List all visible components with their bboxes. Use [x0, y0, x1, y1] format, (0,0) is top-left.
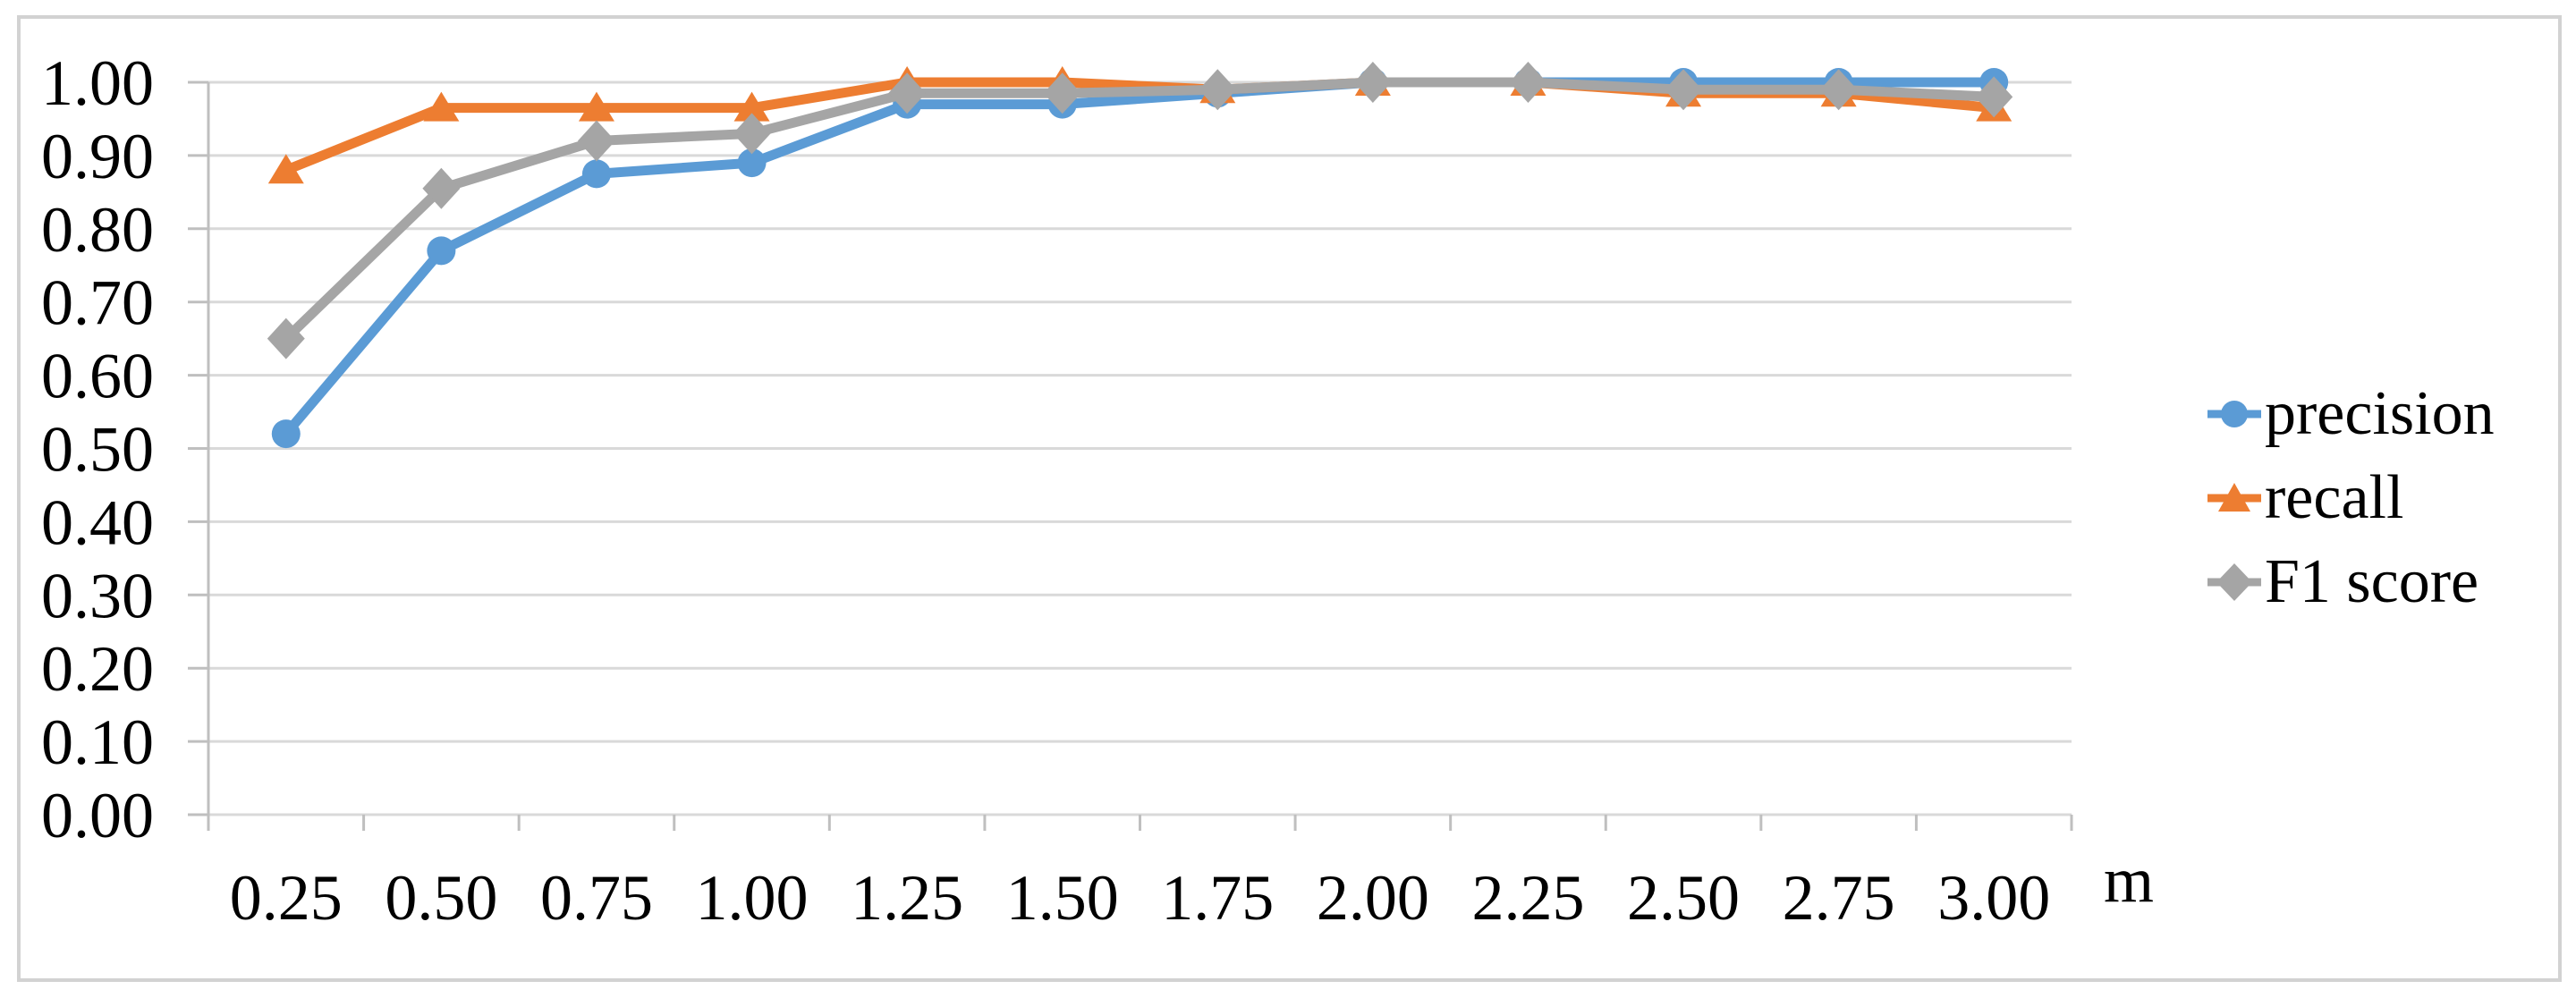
data-point-marker	[271, 419, 301, 449]
data-point-marker	[423, 91, 460, 122]
data-point-marker	[1665, 69, 1703, 111]
data-point-marker	[578, 91, 614, 122]
data-point-marker	[1509, 62, 1547, 103]
data-point-marker	[267, 317, 305, 359]
data-point-marker	[1199, 69, 1237, 111]
x-tick-label: 2.25	[1471, 862, 1584, 934]
x-tick-label: 1.00	[696, 862, 809, 934]
data-point-marker	[422, 167, 461, 209]
x-tick-label: 2.00	[1317, 862, 1429, 934]
y-tick-label: 0.20	[41, 633, 154, 705]
x-tick-label: 1.75	[1161, 862, 1274, 934]
f1-diamond-marker-icon	[2207, 563, 2261, 601]
legend-item-f1-score: F1 score	[2206, 540, 2495, 624]
precision-circle-marker-icon	[2207, 401, 2261, 427]
series-line	[281, 77, 1999, 344]
x-tick-label: 0.50	[385, 862, 497, 934]
y-tick-label: 0.70	[41, 267, 154, 339]
data-point-marker	[733, 91, 770, 122]
x-tick-label: 0.75	[540, 862, 653, 934]
x-tick-label: 2.50	[1627, 862, 1740, 934]
y-tick-label: 0.60	[41, 341, 154, 412]
axes	[188, 80, 2073, 831]
y-tick-label: 0.30	[41, 560, 154, 631]
data-series	[267, 62, 2013, 449]
x-axis-label: m	[2104, 844, 2154, 916]
axis-tick-labels: 0.000.100.200.300.400.500.600.700.800.90…	[41, 47, 2050, 934]
x-tick-label: 1.25	[851, 862, 963, 934]
data-point-marker	[1043, 72, 1081, 114]
data-point-marker	[888, 72, 927, 114]
x-tick-label: 3.00	[1937, 862, 2050, 934]
legend: precision recall F1 score	[2206, 372, 2495, 624]
y-tick-label: 0.40	[41, 486, 154, 558]
recall-triangle-marker-icon	[2207, 483, 2261, 512]
y-tick-label: 0.90	[41, 121, 154, 192]
figure-border	[17, 15, 2562, 982]
data-point-marker	[577, 120, 615, 162]
y-tick-label: 0.50	[41, 414, 154, 486]
data-point-marker	[581, 159, 611, 189]
gridlines	[208, 80, 2072, 816]
y-tick-label: 0.80	[41, 194, 154, 266]
legend-label-recall: recall	[2265, 463, 2404, 532]
data-point-marker	[1819, 69, 1858, 111]
legend-label-precision: precision	[2265, 379, 2495, 448]
x-tick-label: 2.75	[1783, 862, 1895, 934]
x-tick-label: 1.50	[1006, 862, 1119, 934]
y-tick-label: 0.00	[41, 780, 154, 851]
x-tick-label: 0.25	[230, 862, 343, 934]
series-line	[281, 77, 1999, 439]
y-tick-label: 1.00	[41, 47, 154, 119]
data-point-marker	[1975, 76, 2013, 118]
data-point-marker	[737, 148, 767, 178]
y-tick-label: 0.10	[41, 706, 154, 778]
data-point-marker	[1353, 62, 1392, 103]
legend-item-recall: recall	[2206, 456, 2495, 540]
legend-label-f1-score: F1 score	[2265, 547, 2479, 616]
series-f1-score	[267, 62, 2013, 359]
data-point-marker	[427, 236, 456, 266]
legend-item-precision: precision	[2206, 372, 2495, 456]
data-point-marker	[733, 113, 771, 155]
data-point-marker	[267, 154, 304, 184]
